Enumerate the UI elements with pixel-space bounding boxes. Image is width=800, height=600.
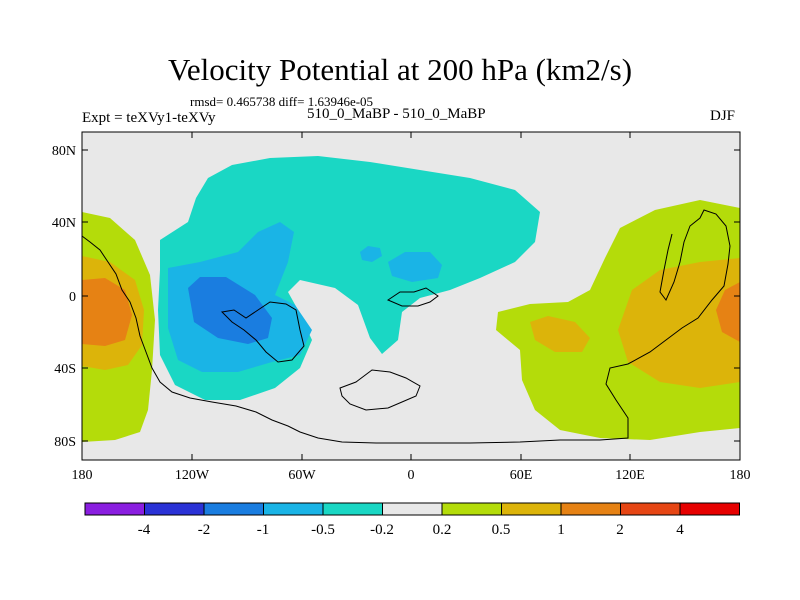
cyan-small-region-a <box>388 252 442 282</box>
lat-tick-label: 80N <box>52 144 76 159</box>
east-gold-small-region <box>530 316 590 352</box>
experiment-label: Expt = teXVy1-teXVy <box>82 110 216 126</box>
colorbar-swatch <box>144 502 205 516</box>
lon-tick-label: 180 <box>72 468 93 483</box>
colorbar-label: -4 <box>138 522 151 538</box>
lat-tick-label: 40N <box>52 216 76 231</box>
colorbar-labels: -4 -2 -1 -0.5 -0.2 0.2 0.5 1 2 4 <box>138 522 685 538</box>
colorbar-label: 4 <box>676 522 684 538</box>
lon-tick-label: 0 <box>408 468 415 483</box>
case-label: 510_0_MaBP - 510_0_MaBP <box>307 106 486 122</box>
contour-field <box>82 132 740 460</box>
colorbar-swatch <box>322 502 383 516</box>
colorbar-label: 2 <box>616 522 624 538</box>
colorbar-swatch <box>382 502 443 516</box>
colorbar-swatch <box>263 502 324 516</box>
south-island-outline <box>339 369 421 411</box>
colorbar-swatch <box>620 502 681 516</box>
colorbar-label: -1 <box>257 522 270 538</box>
central-continent-outline <box>220 301 305 363</box>
axis-ticks <box>82 132 740 460</box>
north-island-outline <box>386 287 439 307</box>
colorbar-label: 1 <box>557 522 565 538</box>
east-gold-region <box>618 258 740 388</box>
colorbar-label: -0.2 <box>370 522 394 538</box>
colorbar-label: -0.5 <box>311 522 335 538</box>
west-continent-outline <box>82 209 731 444</box>
colorbar-swatch <box>501 502 562 516</box>
rmsd-diff-stats: rmsd= 0.465738 diff= 1.63946e-05 <box>190 94 374 109</box>
lon-tick-label: 60W <box>288 468 316 483</box>
plot-title: Velocity Potential at 200 hPa (km2/s) <box>167 52 633 87</box>
lat-tick-label: 0 <box>69 290 76 305</box>
lat-tick-label: 40S <box>54 362 76 377</box>
colorbar-swatch <box>84 502 145 516</box>
lon-tick-label: 180 <box>730 468 751 483</box>
colorbar-swatch <box>560 502 621 516</box>
colorbar <box>84 502 740 516</box>
lon-tick-label: 120E <box>615 468 645 483</box>
continent-outlines <box>82 209 731 444</box>
west-orange-region <box>82 278 132 346</box>
colorbar-swatch <box>679 502 740 516</box>
lon-tick-label: 120W <box>175 468 210 483</box>
east-orange-core <box>716 282 740 342</box>
colorbar-swatch <box>203 502 264 516</box>
lat-tick-label: 80S <box>54 435 76 450</box>
cyan-small-region-b <box>360 246 382 262</box>
colorbar-label: 0.2 <box>433 522 452 538</box>
colorbar-label: -2 <box>198 522 211 538</box>
season-label: DJF <box>710 108 736 124</box>
colorbar-label: 0.5 <box>492 522 511 538</box>
colorbar-swatch <box>441 502 502 516</box>
lon-tick-label: 60E <box>510 468 533 483</box>
